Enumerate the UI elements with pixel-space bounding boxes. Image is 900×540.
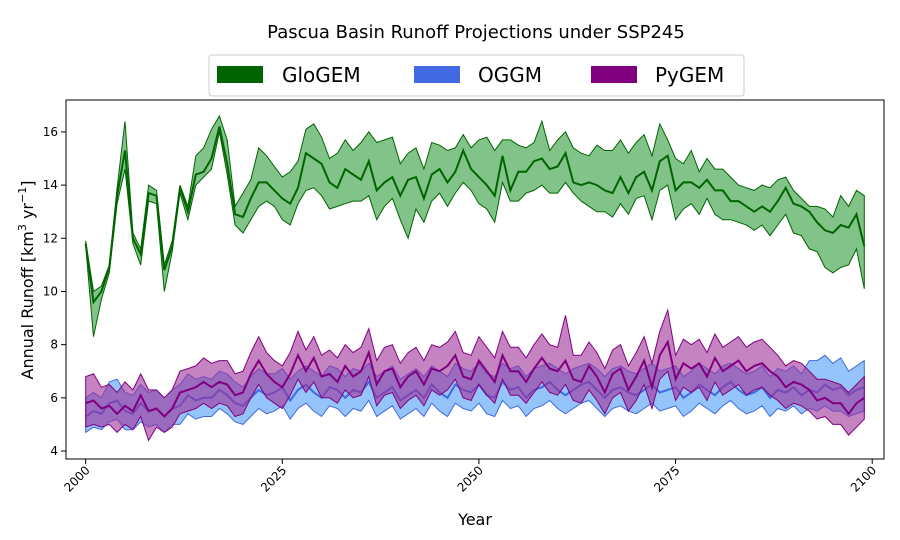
y-tick-label: 8 — [50, 338, 58, 352]
y-axis: 4 6 8 10 12 14 16 — [43, 125, 66, 458]
x-tick-label: 2075 — [651, 463, 682, 494]
x-tick-label: 2050 — [455, 463, 486, 494]
chart-title: Pascua Basin Runoff Projections under SS… — [267, 22, 685, 43]
x-tick-label: 2025 — [258, 463, 289, 494]
line-glogem — [84, 126, 866, 305]
legend-label-pygem: PyGEM — [655, 63, 724, 87]
x-axis-label: Year — [457, 510, 492, 529]
y-tick-label: 6 — [50, 391, 58, 405]
legend-label-oggm: OGGM — [478, 63, 542, 87]
y-tick-label: 10 — [43, 284, 58, 298]
band-glogem — [85, 114, 865, 337]
legend-label-glogem: GloGEM — [282, 63, 361, 87]
series-glogem — [84, 114, 866, 337]
y-tick-label: 4 — [50, 444, 58, 458]
series-pygem — [85, 308, 865, 442]
legend-swatch-glogem — [217, 66, 263, 83]
axes-frame — [65, 99, 885, 460]
x-axis: 2000 2025 2050 2075 2100 — [61, 459, 879, 495]
legend-frame — [208, 54, 745, 97]
x-tick-label: 2000 — [61, 463, 92, 494]
y-tick-label: 14 — [43, 178, 58, 192]
y-axis-label: Annual Runoff [km3 yr−1] — [16, 181, 37, 380]
legend-swatch-oggm — [414, 66, 460, 83]
legend: GloGEM OGGM PyGEM — [208, 54, 745, 97]
x-tick-label: 2100 — [848, 463, 879, 494]
band-pygem — [85, 308, 865, 442]
line-pygem — [85, 339, 865, 418]
y-tick-label: 12 — [43, 231, 58, 245]
plot-area — [84, 114, 866, 442]
y-tick-label: 16 — [43, 125, 58, 139]
legend-swatch-pygem — [591, 66, 637, 83]
